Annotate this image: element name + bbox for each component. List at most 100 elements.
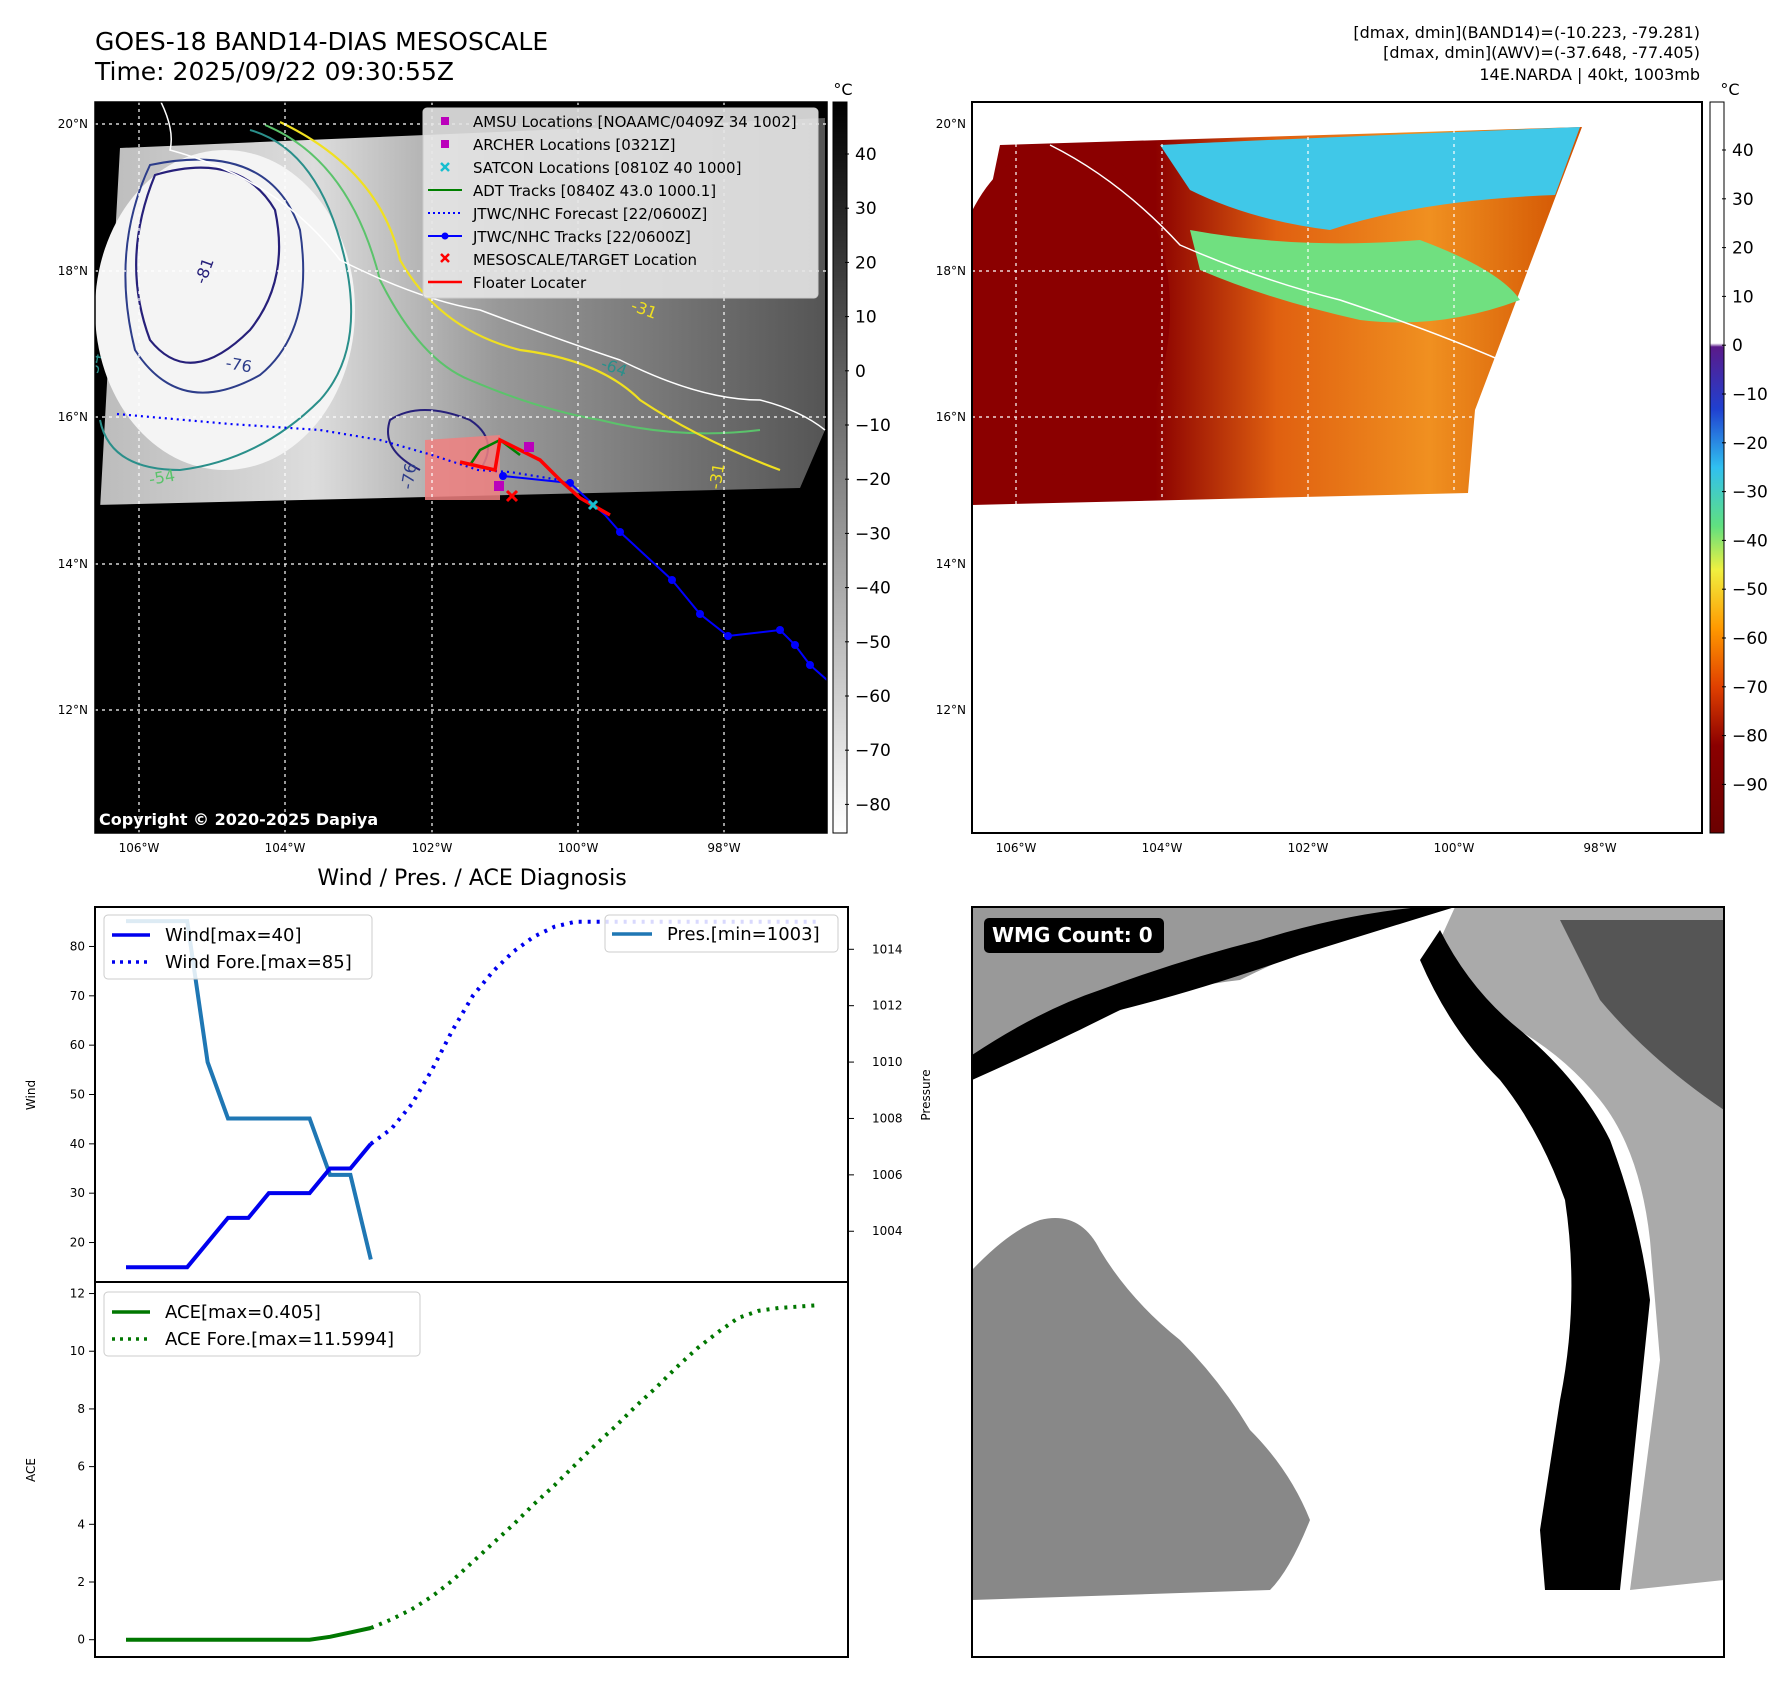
colorbar-tick-label: 20	[855, 253, 877, 273]
legend-item: JTWC/NHC Tracks [22/0600Z]	[472, 228, 691, 246]
colorbar-tick-label: 10	[855, 308, 877, 328]
contour-label: -54	[82, 352, 105, 381]
amsu-marker	[494, 481, 504, 491]
no-data-region	[95, 430, 825, 833]
contour-64	[99, 129, 353, 472]
colorbar-tick-label: −40	[855, 579, 891, 599]
lon-label: 104°W	[265, 841, 306, 855]
legend-archer-icon	[441, 140, 449, 148]
wind-legend-box	[103, 914, 373, 980]
contour-54	[264, 124, 761, 435]
lon-label: 104°W	[1142, 841, 1183, 855]
coastline-right	[1049, 144, 1501, 361]
floater-box	[425, 435, 500, 500]
colorbar-tick-label: 0	[1732, 336, 1743, 356]
ace-tick-label: 2	[77, 1575, 85, 1589]
wmg-frame	[971, 906, 1725, 1658]
wind-tick-label: 30	[70, 1186, 85, 1200]
legend-item: ARCHER Locations [0321Z]	[473, 136, 676, 154]
floater-track	[459, 437, 611, 517]
cold-cloud-top	[95, 150, 355, 470]
colorbar-tick-label: 40	[855, 145, 877, 165]
wind-tick-label: 70	[70, 989, 85, 1003]
pressure-tick-label: 1004	[872, 1224, 903, 1238]
colorbar-gradient-right	[1709, 101, 1725, 834]
colorbar-tick-label: −90	[1732, 775, 1768, 795]
pres-legend-box	[604, 914, 839, 953]
legend-box	[422, 107, 819, 299]
map-frame-right	[971, 101, 1703, 834]
legend-track-dot-icon	[441, 232, 449, 240]
wmg-black-band-right	[1420, 930, 1650, 1590]
deep-convection	[972, 145, 1170, 475]
legend-item: Floater Locater	[473, 274, 587, 292]
colorbar-tick-label: −20	[855, 470, 891, 490]
lat-label: 16°N	[936, 410, 966, 424]
target-marker	[505, 489, 519, 503]
colorbar-tick-label: −50	[1732, 580, 1768, 600]
ace-legend-box	[103, 1291, 421, 1357]
legend-item: MESOSCALE/TARGET Location	[473, 251, 697, 269]
lon-label: 102°W	[412, 841, 453, 855]
wind-tick-label: 60	[70, 1038, 85, 1052]
legend-wind: Wind[max=40]	[165, 925, 302, 946]
archer-marker	[524, 442, 534, 452]
lat-label: 12°N	[58, 703, 88, 717]
right-lon-labels: 106°W 104°W 102°W 100°W 98°W	[996, 841, 1617, 855]
ace-tick-label: 0	[77, 1633, 85, 1647]
wmg-gray-bottom-left	[972, 1218, 1310, 1600]
lon-label: 100°W	[558, 841, 599, 855]
contour-76	[124, 158, 305, 394]
ace-ticks: 0 2 4 6 8 10 12	[70, 1287, 95, 1647]
wind-tick-label: 80	[70, 939, 85, 953]
colorbar-tick-label: −70	[1732, 678, 1768, 698]
colorbar-tick-label: 0	[855, 362, 866, 382]
lon-label: 102°W	[1288, 841, 1329, 855]
colorbar-tick-label: −60	[1732, 629, 1768, 649]
wind-tick-label: 40	[70, 1137, 85, 1151]
lon-label: 98°W	[707, 841, 740, 855]
figure-time: Time: 2025/09/22 09:30:55Z	[94, 57, 454, 86]
lat-label: 20°N	[58, 117, 88, 131]
right-lat-labels: 20°N 18°N 16°N 14°N 12°N	[936, 117, 966, 717]
colorbar-ticks-right: 40 30 20 10 0 −10 −20 −30 −40 −50 −60 −70 −80 −90	[1722, 141, 1768, 795]
legend-satcon-icon	[440, 162, 450, 172]
lat-label: 14°N	[936, 557, 966, 571]
colorbar-tick-label: −40	[1732, 531, 1768, 551]
lon-label: 100°W	[1434, 841, 1475, 855]
contour-31	[279, 121, 781, 472]
wind-line	[126, 1142, 373, 1270]
wmg-count-label: WMG Count: 0	[992, 923, 1153, 947]
legend-item: AMSU Locations [NOAAMC/0409Z 34 1002]	[473, 113, 797, 131]
colorbar-tick-label: −80	[1732, 727, 1768, 747]
dias-map-panel: 20°N 18°N 16°N 14°N 12°N 106°W 104°W 102…	[936, 101, 1703, 855]
jtwc-track-points	[499, 472, 814, 669]
map-legend: AMSU Locations [NOAAMC/0409Z 34 1002] AR…	[422, 107, 819, 299]
ace-tick-label: 4	[77, 1517, 85, 1531]
dias-colorbar: °C 40 30 20 10 0 −10 −20 −30 −40 −50 −60 −70 −80 −90	[1709, 80, 1768, 834]
colorbar-tick-label: −20	[1732, 434, 1768, 454]
lat-label: 16°N	[58, 410, 88, 424]
ace-tick-label: 6	[77, 1460, 85, 1474]
satcon-marker	[587, 499, 599, 511]
ace-tick-label: 12	[70, 1287, 85, 1301]
moist-region	[1190, 230, 1520, 323]
ace-axis-label: ACE	[24, 1458, 38, 1482]
colorbar-tick-label: 10	[1732, 287, 1754, 307]
pressure-ticks: 1004 1006 1008 1010 1012 1014	[848, 942, 903, 1238]
lat-label: 18°N	[936, 264, 966, 278]
wind-tick-label: 20	[70, 1236, 85, 1250]
legend-item: ADT Tracks [0840Z 43.0 1000.1]	[473, 182, 716, 200]
figure-title: GOES-18 BAND14-DIAS MESOSCALE	[95, 27, 548, 56]
contour-label: -76	[224, 353, 253, 376]
lat-label: 18°N	[58, 264, 88, 278]
colorbar-unit-right: °C	[1720, 80, 1739, 99]
lat-label: 12°N	[936, 703, 966, 717]
ir-colorbar: °C 40 30 20 10 0 −10 −20 −30 −40 −50 −60 −70 −80	[832, 80, 891, 834]
coastline	[160, 102, 826, 431]
colorbar-tick-label: 40	[1732, 141, 1754, 161]
ir-map-panel: -81 -76 -54 -76 -54 -64 -31 -31 AMSU Loc…	[58, 101, 828, 855]
colorbar-tick-label: 30	[855, 199, 877, 219]
